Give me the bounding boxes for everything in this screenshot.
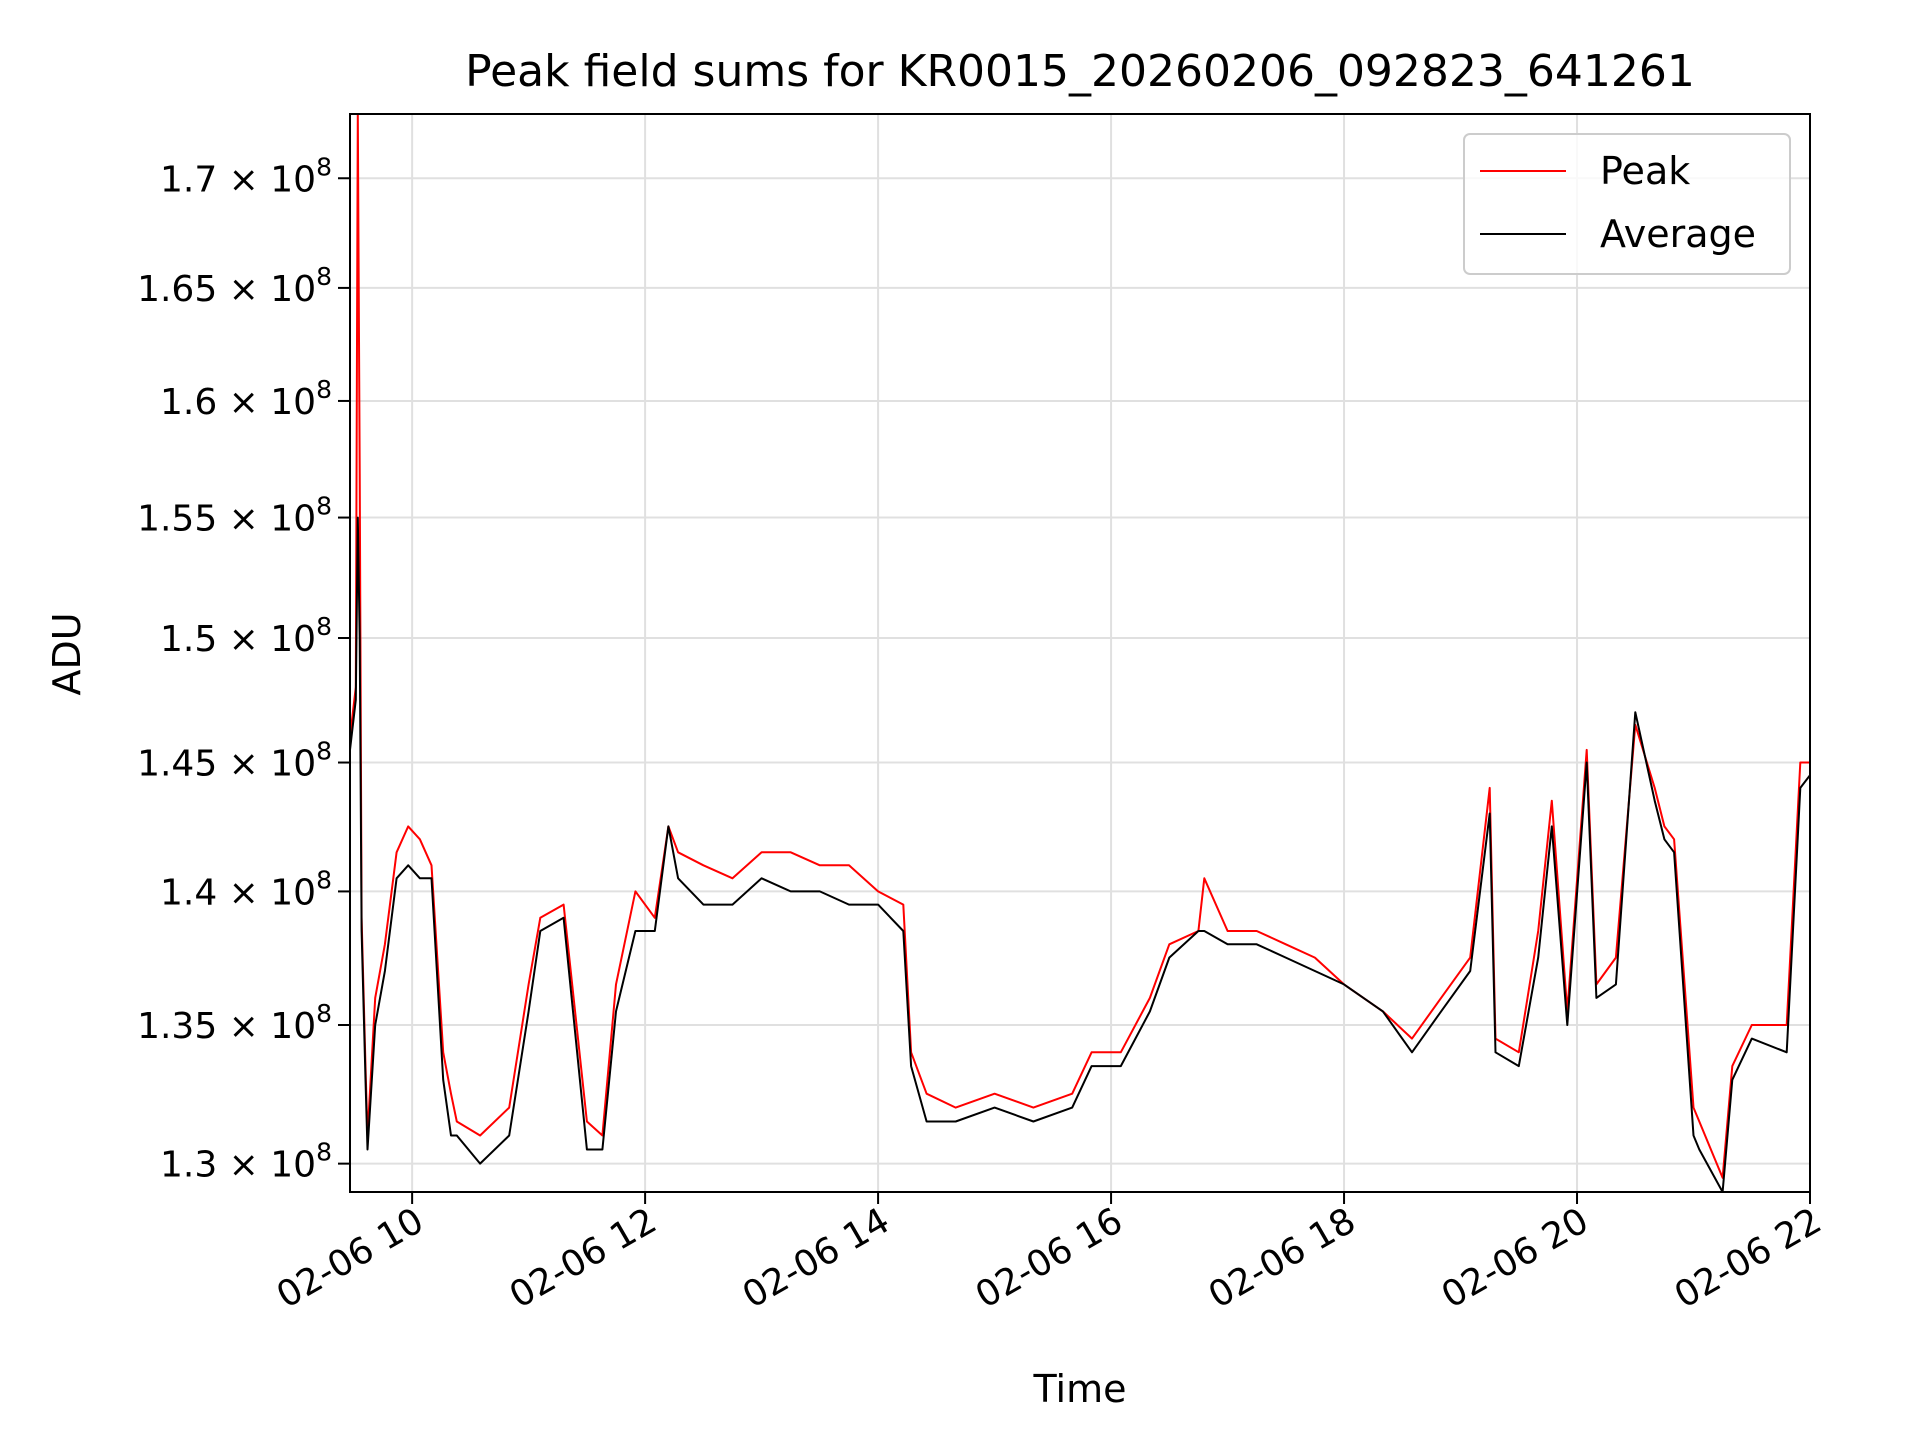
y-tick-label-4: 1.5 × 108 <box>160 612 332 660</box>
y-axis-label: ADU <box>45 612 89 695</box>
y-tick-label-7: 1.65 × 108 <box>137 262 332 310</box>
series-line-peak <box>350 114 1810 1179</box>
y-tick-label-1: 1.35 × 108 <box>137 999 332 1047</box>
y-tick-label-0: 1.3 × 108 <box>160 1138 332 1186</box>
legend-label-average: Average <box>1600 212 1756 256</box>
legend-box <box>1463 133 1791 275</box>
legend-label-peak: Peak <box>1600 149 1690 193</box>
series-group <box>350 114 1810 1192</box>
x-axis-label: Time <box>1033 1367 1127 1411</box>
y-tick-label-3: 1.45 × 108 <box>137 737 332 785</box>
y-tick-label-2: 1.4 × 108 <box>160 865 332 913</box>
chart-title: Peak field sums for KR0015_20260206_0928… <box>465 46 1695 97</box>
y-tick-label-8: 1.7 × 108 <box>160 152 332 200</box>
y-tick-label-5: 1.55 × 108 <box>137 492 332 540</box>
y-tick-label-6: 1.6 × 108 <box>160 375 332 423</box>
grid <box>350 114 1811 1192</box>
legend: Peak Average <box>1463 133 1791 275</box>
y-axis: 1.3 × 108 1.35 × 108 1.4 × 108 1.45 × 108 1.… <box>137 152 350 1186</box>
series-line-average <box>350 516 1810 1192</box>
plot-frame <box>349 113 1811 1193</box>
